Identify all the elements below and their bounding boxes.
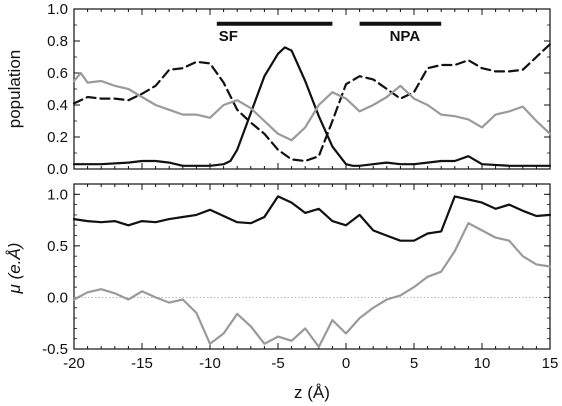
dipole-series-line — [72, 195, 552, 242]
dipole-series — [72, 195, 552, 348]
population-ticks — [73, 8, 551, 170]
dipole-ticks — [73, 183, 551, 350]
population-series-line — [72, 46, 552, 167]
z-tick-label: 10 — [474, 355, 491, 372]
population-series-line — [72, 43, 552, 163]
dipole-series-line — [72, 222, 552, 348]
dipole-ytick-label: 0.0 — [47, 289, 68, 306]
population-ytick-label: 0.4 — [47, 97, 68, 114]
dipole-ytick-label: 1.0 — [47, 186, 68, 203]
dipole-ytick-labels: -0.5 0.0 0.5 1.0 — [42, 186, 68, 358]
dipole-panel: -0.50.00.51.0 -20 -15 -10 -5 0 5 10 15 μ (e.Å) … — [5, 183, 558, 402]
population-ytick-label: 1.0 — [47, 1, 68, 18]
population-panel: 0.0 0.2 0.4 0.6 0.8 1.0 SF NPA population — [5, 1, 552, 178]
population-ytick-labels: 0.0 0.2 0.4 0.6 0.8 1.0 — [47, 1, 68, 178]
z-tick-label: 15 — [542, 355, 559, 372]
dipole-y-axis-label: μ (e.Å) — [5, 243, 24, 295]
dipole-ytick-label: -0.5 — [42, 341, 68, 358]
population-plot-frame — [73, 8, 551, 170]
z-tick-label: 0 — [342, 355, 350, 372]
population-series-line — [72, 71, 552, 142]
population-ytick-label: 0.8 — [47, 33, 68, 50]
z-axis-label: z (Å) — [294, 383, 330, 402]
dipole-plot-frame — [73, 183, 551, 350]
population-annotations: SF NPA — [216, 21, 442, 45]
z-tick-label: -20 — [63, 355, 85, 372]
dipole-ytick-label: 0.5 — [47, 238, 68, 255]
z-tick-label: -10 — [199, 355, 221, 372]
z-tick-label: -15 — [131, 355, 153, 372]
population-y-axis-label: population — [5, 50, 24, 128]
z-tick-label: 5 — [410, 355, 418, 372]
population-ytick-label: 0.2 — [47, 129, 68, 146]
z-tick-label: -5 — [271, 355, 284, 372]
annotation-label-npa: NPA — [390, 28, 421, 45]
population-ytick-label: 0.0 — [47, 161, 68, 178]
population-series — [72, 43, 552, 167]
population-ytick-label: 0.6 — [47, 65, 68, 82]
dipole-xtick-labels: -20 -15 -10 -5 0 5 10 15 — [63, 355, 558, 372]
annotation-label-sf: SF — [219, 28, 238, 45]
